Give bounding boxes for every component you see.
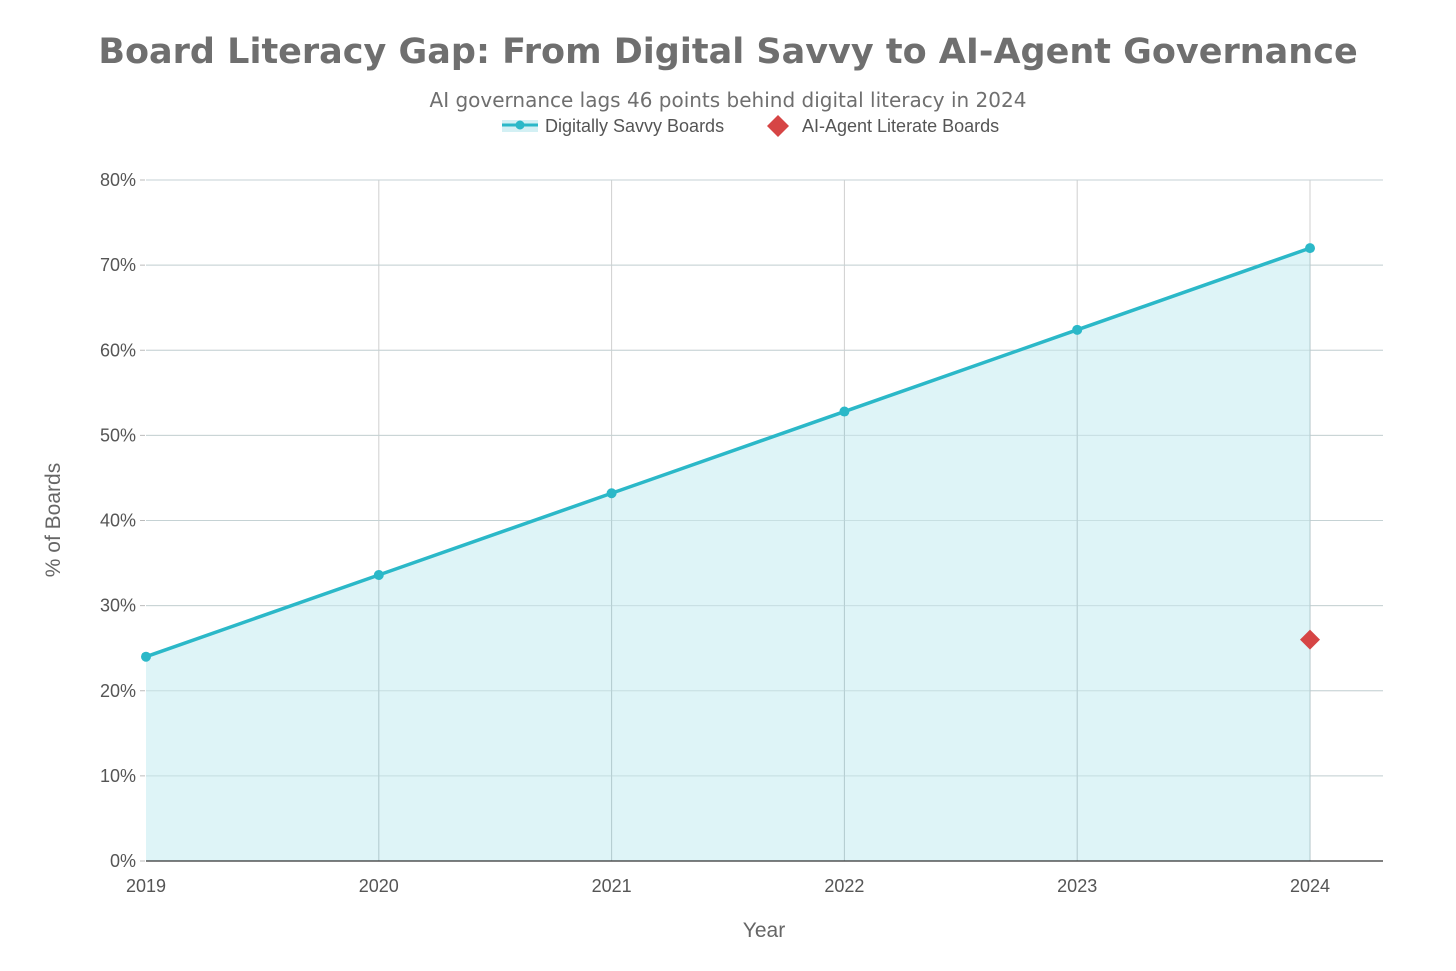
- data-point-digitally-savvy[interactable]: [606, 488, 617, 499]
- y-tick-label: 40%: [100, 511, 136, 531]
- y-tick-label: 80%: [100, 170, 136, 190]
- y-tick-label: 0%: [110, 851, 136, 871]
- y-tick-labels: 0% 10% 20% 30% 40% 50% 60% 70% 80%: [100, 170, 136, 871]
- data-point-digitally-savvy[interactable]: [373, 569, 384, 580]
- y-tick-label: 50%: [100, 425, 136, 445]
- legend-label-digitally-savvy: Digitally Savvy Boards: [545, 116, 724, 136]
- legend-label-ai-agent: AI-Agent Literate Boards: [802, 116, 999, 136]
- x-tick-label: 2020: [359, 876, 399, 896]
- data-point-digitally-savvy[interactable]: [141, 651, 151, 662]
- chart-subtitle: AI governance lags 46 points behind digi…: [430, 88, 1027, 112]
- y-tick-label: 10%: [100, 766, 136, 786]
- data-point-digitally-savvy[interactable]: [839, 406, 850, 417]
- line-layer: [145, 179, 1383, 861]
- x-tick-label: 2022: [824, 876, 864, 896]
- points-layer: [141, 243, 1320, 662]
- chart-title: Board Literacy Gap: From Digital Savvy t…: [98, 32, 1357, 72]
- y-tick-label: 60%: [100, 340, 136, 360]
- y-tick-label: 30%: [100, 596, 136, 616]
- area-fill-digitally-savvy: [146, 248, 1310, 862]
- legend-item-ai-agent[interactable]: AI-Agent Literate Boards: [767, 115, 999, 137]
- data-point-ai-agent-literate[interactable]: [1300, 629, 1320, 650]
- y-tick-label: 20%: [100, 681, 136, 701]
- y-tick-label: 70%: [100, 255, 136, 275]
- legend-item-digitally-savvy[interactable]: Digitally Savvy Boards: [502, 116, 724, 136]
- area-layer: [146, 248, 1310, 862]
- legend-swatch-diamond: [767, 115, 789, 137]
- x-tick-labels: 2019 2020 2021 2022 2023 2024: [126, 876, 1330, 896]
- x-tick-label: 2019: [126, 876, 166, 896]
- x-tick-label: 2023: [1057, 876, 1097, 896]
- data-point-digitally-savvy[interactable]: [1072, 324, 1083, 335]
- data-point-digitally-savvy[interactable]: [1305, 243, 1315, 254]
- legend: Digitally Savvy Boards AI-Agent Literate…: [502, 115, 999, 137]
- series-line-digitally-savvy: [145, 246, 1311, 659]
- x-tick-label: 2024: [1290, 876, 1330, 896]
- x-tick-label: 2021: [592, 876, 632, 896]
- x-axis-label: Year: [743, 919, 785, 942]
- y-axis-label: % of Boards: [42, 463, 65, 577]
- legend-swatch-marker: [515, 120, 525, 130]
